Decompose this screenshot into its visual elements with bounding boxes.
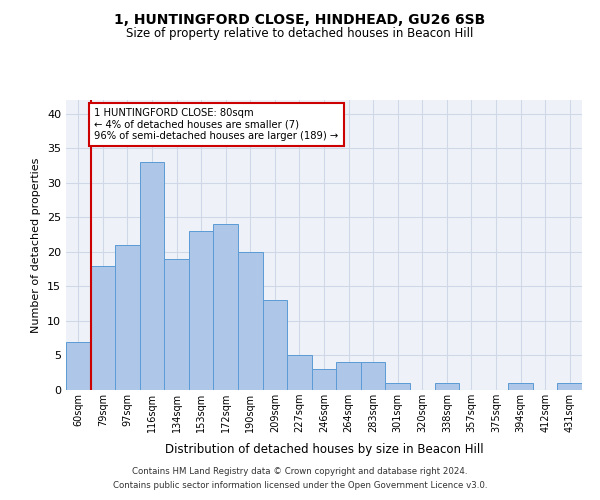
Text: 1, HUNTINGFORD CLOSE, HINDHEAD, GU26 6SB: 1, HUNTINGFORD CLOSE, HINDHEAD, GU26 6SB xyxy=(115,12,485,26)
Bar xyxy=(91,266,115,390)
Bar xyxy=(238,252,263,390)
Bar xyxy=(361,362,385,390)
Bar xyxy=(312,370,336,390)
Bar xyxy=(263,300,287,390)
Bar xyxy=(508,383,533,390)
Text: Contains public sector information licensed under the Open Government Licence v3: Contains public sector information licen… xyxy=(113,481,487,490)
Bar xyxy=(557,383,582,390)
Bar xyxy=(434,383,459,390)
Bar xyxy=(214,224,238,390)
Text: Size of property relative to detached houses in Beacon Hill: Size of property relative to detached ho… xyxy=(127,28,473,40)
Bar xyxy=(385,383,410,390)
Text: Contains HM Land Registry data © Crown copyright and database right 2024.: Contains HM Land Registry data © Crown c… xyxy=(132,467,468,476)
Text: Distribution of detached houses by size in Beacon Hill: Distribution of detached houses by size … xyxy=(164,442,484,456)
Text: 1 HUNTINGFORD CLOSE: 80sqm
← 4% of detached houses are smaller (7)
96% of semi-d: 1 HUNTINGFORD CLOSE: 80sqm ← 4% of detac… xyxy=(94,108,338,142)
Y-axis label: Number of detached properties: Number of detached properties xyxy=(31,158,41,332)
Bar xyxy=(336,362,361,390)
Bar xyxy=(115,245,140,390)
Bar xyxy=(66,342,91,390)
Bar xyxy=(287,356,312,390)
Bar xyxy=(140,162,164,390)
Bar xyxy=(164,259,189,390)
Bar xyxy=(189,231,214,390)
